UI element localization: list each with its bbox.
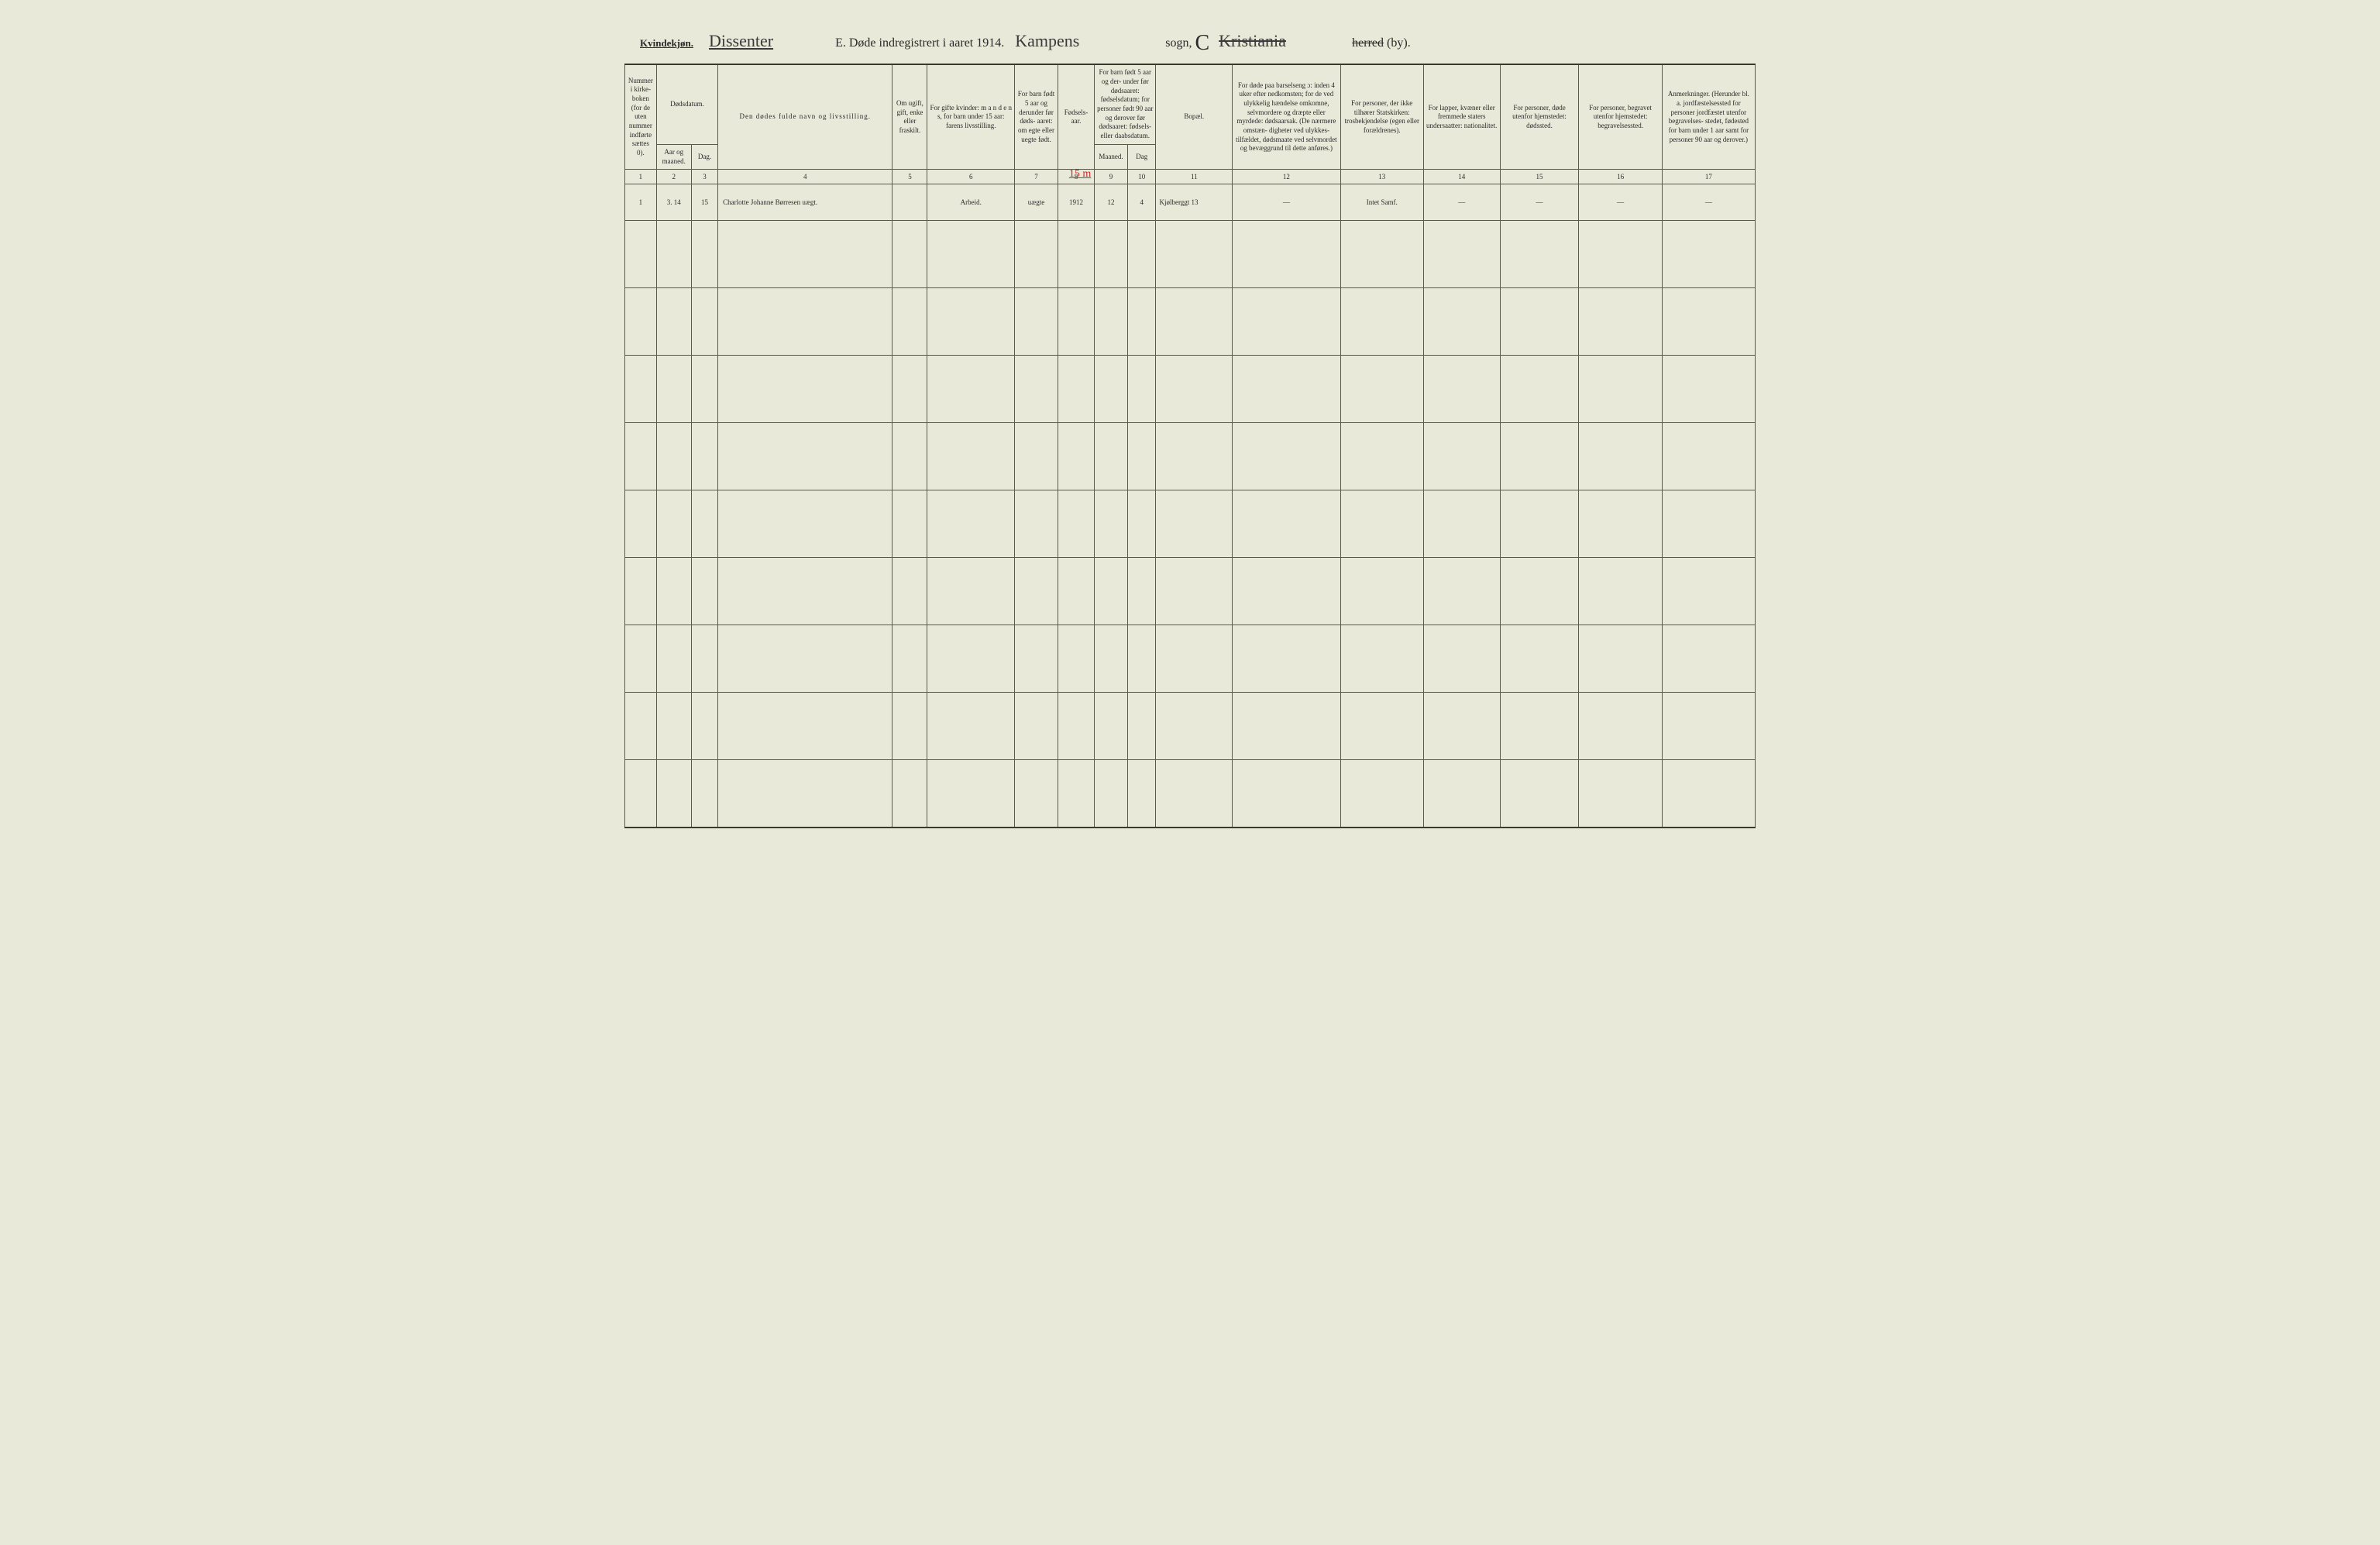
cell-remarks: —	[1662, 184, 1755, 221]
cell-burialplace: —	[1579, 184, 1662, 221]
ledger-page: Kvindekjøn. Dissenter E. Døde indregistr…	[624, 31, 1756, 828]
herred-label: herred (by).	[1352, 36, 1411, 50]
col-header-17: Anmerkninger. (Herunder bl. a. jordfæste…	[1662, 64, 1755, 169]
col-header-15: For personer, døde utenfor hjemstedet: d…	[1500, 64, 1579, 169]
col-header-16: For personer, begravet utenfor hjemstede…	[1579, 64, 1662, 169]
colnum-17: 17	[1662, 170, 1755, 184]
cell-aar-maaned: 3. 14	[656, 184, 691, 221]
col-header-5: Om ugift, gift, enke eller fraskilt.	[892, 64, 927, 169]
cell-b-month: 12	[1095, 184, 1128, 221]
col-header-9b: Dag	[1127, 144, 1155, 169]
table-row	[625, 760, 1756, 828]
cell-b-day: 4	[1127, 184, 1155, 221]
ledger-table: Nummer i kirke- boken (for de uten numme…	[624, 64, 1756, 828]
col-header-4: Den dødes fulde navn og livsstilling.	[718, 64, 892, 169]
form-title: E. Døde indregistrert i aaret 1914. Kamp…	[835, 31, 1411, 56]
col-header-9-group: For barn født 5 aar og der- under før dø…	[1095, 64, 1156, 144]
table-row	[625, 221, 1756, 288]
colnum-9: 9	[1095, 170, 1128, 184]
title-prefix: E. Døde indregistrert i aaret 191	[835, 36, 995, 50]
colnum-4: 4	[718, 170, 892, 184]
cell-deathplace: —	[1500, 184, 1579, 221]
parish-fill: Kampens	[1015, 31, 1154, 51]
table-body: 1 3. 14 15 Charlotte Johanne Børresen uæ…	[625, 184, 1756, 828]
cell-birthyear: 1912	[1058, 184, 1094, 221]
loop-mark: C	[1195, 31, 1209, 56]
cell-creed: Intet Samf.	[1340, 184, 1423, 221]
colnum-6: 6	[927, 170, 1015, 184]
table-header: Nummer i kirke- boken (for de uten numme…	[625, 64, 1756, 184]
cell-residence: Kjølberggt 13	[1156, 184, 1233, 221]
colnum-3: 3	[691, 170, 717, 184]
colnum-5: 5	[892, 170, 927, 184]
title-period: .	[1001, 36, 1004, 50]
col-header-14: For lapper, kvæner eller fremmede stater…	[1423, 64, 1500, 169]
colnum-14: 14	[1423, 170, 1500, 184]
col-header-13: For personer, der ikke tilhører Statskir…	[1340, 64, 1423, 169]
col-header-2a: Aar og maaned.	[656, 144, 691, 169]
col-header-9a: Maaned.	[1095, 144, 1128, 169]
cell-name: Charlotte Johanne Børresen uægt.	[718, 184, 892, 221]
dissenter-note: Dissenter	[709, 31, 773, 51]
table-row	[625, 288, 1756, 356]
table-row	[625, 558, 1756, 625]
colnum-2: 2	[656, 170, 691, 184]
cell-num: 1	[625, 184, 657, 221]
cell-legit: uægte	[1015, 184, 1058, 221]
col-header-11: Bopæl.	[1156, 64, 1233, 169]
colnum-1: 1	[625, 170, 657, 184]
page-header: Kvindekjøn. Dissenter E. Døde indregistr…	[624, 31, 1756, 56]
colnum-16: 16	[1579, 170, 1662, 184]
col-header-12: For døde paa barselseng ɔ: inden 4 uker …	[1233, 64, 1340, 169]
colnum-13: 13	[1340, 170, 1423, 184]
sogn-label: sogn,	[1165, 36, 1192, 50]
cell-civil	[892, 184, 927, 221]
colnum-12: 12	[1233, 170, 1340, 184]
col-header-7: For barn født 5 aar og derunder før døds…	[1015, 64, 1058, 169]
table-row	[625, 625, 1756, 693]
colnum-8: 8 15 m	[1058, 170, 1094, 184]
col-header-6: For gifte kvinder: m a n d e n s, for ba…	[927, 64, 1015, 169]
col-header-1: Nummer i kirke- boken (for de uten numme…	[625, 64, 657, 169]
col-header-8: Fødsels- aar.	[1058, 64, 1094, 169]
cell-occupation: Arbeid.	[927, 184, 1015, 221]
table-row	[625, 490, 1756, 558]
table-row: 1 3. 14 15 Charlotte Johanne Børresen uæ…	[625, 184, 1756, 221]
colnum-15: 15	[1500, 170, 1579, 184]
col-header-2b: Dag.	[691, 144, 717, 169]
cell-dag: 15	[691, 184, 717, 221]
table-row	[625, 693, 1756, 760]
cell-cause: —	[1233, 184, 1340, 221]
red-annotation: 15 m	[1069, 170, 1091, 181]
table-row	[625, 356, 1756, 423]
colnum-7: 7	[1015, 170, 1058, 184]
gender-label: Kvindekjøn.	[640, 37, 693, 50]
cell-nationality: —	[1423, 184, 1500, 221]
col-header-2-group: Dødsdatum.	[656, 64, 717, 144]
colnum-11: 11	[1156, 170, 1233, 184]
table-row	[625, 423, 1756, 490]
colnum-10: 10	[1127, 170, 1155, 184]
herred-fill: Kristiania	[1219, 31, 1343, 51]
